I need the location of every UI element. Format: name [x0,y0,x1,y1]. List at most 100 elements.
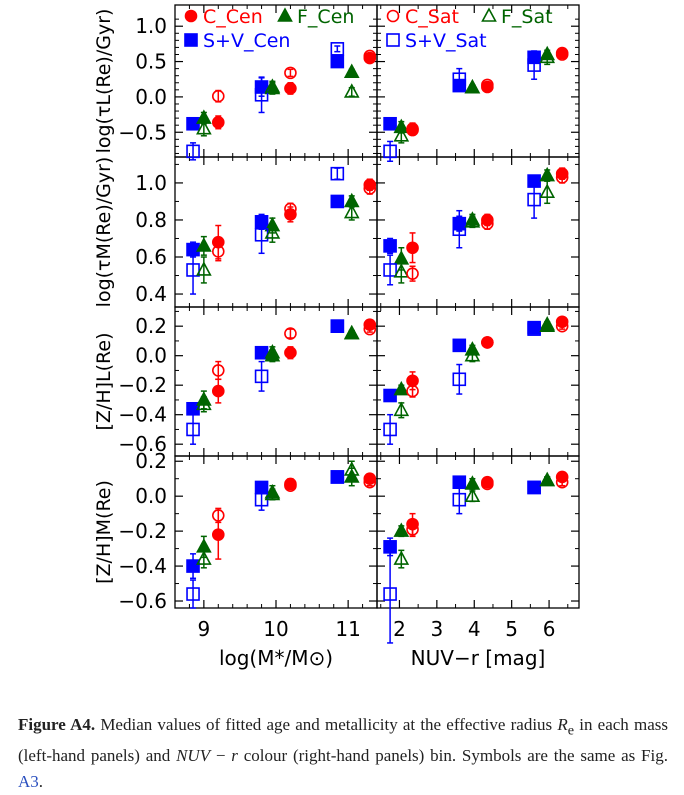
y-tick-label: −0.5 [118,120,167,144]
sat-square-marker [186,587,200,601]
sat-circle-marker [555,48,569,61]
y-tick-label: 0.4 [135,282,167,306]
sat-circle-marker [363,182,377,195]
sat-square-marker [186,144,200,159]
legend-f-cen-marker [277,7,293,22]
sat-triangle-marker [196,120,212,135]
caption-minus: − [210,746,232,766]
sat-square-marker [527,480,541,495]
figure-caption: Figure A4. Median values of fitted age a… [18,712,668,795]
y-axis-label-2: log(τM(Re)/Gyr) [93,157,115,308]
caption-nuv: NUV [176,746,211,766]
sat-square-marker [527,58,541,72]
sat-triangle-marker [393,127,410,142]
panel-r4-c2-frame [376,455,580,609]
sat-square-marker [452,222,467,237]
caption-radius-symbol: R [557,715,568,734]
x-tick-label: 2 [393,617,406,641]
caption-label: Figure A4. [18,715,96,734]
y-tick-label: 0.0 [135,484,167,508]
caption-text-a: Median values of fitted age and metallic… [95,715,558,734]
sat-square-marker [383,263,397,277]
y-tick-label: 0.0 [135,344,167,368]
x-tick-label: 5 [505,617,518,641]
sat-circle-marker [363,322,377,336]
legend-sv-cen-marker [184,33,198,47]
panel-grid [174,4,580,609]
sat-square-marker [186,263,200,277]
sat-circle-marker [555,171,569,184]
sat-triangle-marker [464,487,481,502]
cen-square-marker [254,345,269,360]
sat-square-marker [452,72,467,87]
sat-triangle-marker [343,203,360,219]
cen-circle-marker [211,528,225,541]
cen-circle-marker [284,82,297,95]
sat-circle-marker [555,475,569,489]
y-tick-label: 0.2 [135,449,167,473]
sat-triangle-marker [539,471,556,487]
sat-circle-marker [284,202,297,216]
sat-triangle-marker [343,83,360,98]
y-axis-label-3: [Z/H]L(Re) [93,333,115,431]
cen-triangle-marker [464,475,481,490]
caption-text-c: colour (right-hand panels) bin. Symbols … [237,746,668,766]
y-tick-label: 0.8 [135,208,167,232]
sat-triangle-marker [539,48,556,64]
sat-triangle-marker [343,461,360,476]
legend-f-sat-label: F_Sat [501,6,553,28]
sat-circle-marker [406,267,419,280]
sat-circle-marker [406,384,419,398]
cen-square-marker [383,388,397,403]
caption-end: . [38,772,44,792]
cen-triangle-marker [393,522,410,537]
cen-circle-marker [284,346,297,360]
cen-square-marker [330,194,345,209]
sat-triangle-marker [464,213,481,228]
sat-square-marker [383,587,397,601]
sat-circle-marker [363,49,377,63]
caption-figure-link[interactable]: A3 [18,772,39,792]
sat-triangle-marker [464,347,481,362]
legend-c-cen-label: C_Cen [203,6,263,28]
y-tick-label: −0.2 [118,519,167,543]
sat-circle-marker [284,327,297,340]
y-tick-label: 0.2 [135,314,167,338]
legend-sv-cen-label: S+V_Cen [203,30,290,52]
x-tick-label: 3 [430,617,443,641]
sat-triangle-marker [539,183,556,198]
y-tick-label: 1.0 [135,14,167,38]
sat-square-marker [186,422,200,437]
cen-square-marker [383,116,397,131]
cen-circle-marker [406,241,419,255]
cen-square-marker [452,338,467,353]
sat-triangle-marker [264,224,281,239]
sat-circle-marker [211,509,225,522]
figure-panels: 1.0 0.5 0.0 −0.5 1.0 0.8 0.6 0.4 0.2 0.0 −0.2 −0.4 −… [93,4,580,670]
legend-c-sat-marker [386,9,400,23]
x-tick-label: 10 [263,617,288,641]
y-tick-label: 0.5 [135,50,167,74]
sat-circle-marker [284,479,297,493]
sat-triangle-marker [264,485,281,501]
y-tick-label: 1.0 [135,171,167,195]
sat-square-marker [330,470,345,484]
x-axis-label-2: NUV−r [mag] [411,646,546,670]
panel-r3-c1-frame [174,306,378,457]
sat-triangle-marker [393,263,410,278]
legend-f-cen-label: F_Cen [297,6,354,28]
sat-square-marker [452,492,467,507]
y-axis-label-4: [Z/H]M(Re) [93,480,115,584]
caption-radius-subscript: e [567,722,575,739]
sat-circle-marker [284,66,297,80]
y-tick-label: −0.4 [118,554,167,578]
legend-c-sat-label: C_Sat [405,6,459,28]
cen-square-marker [383,239,397,253]
y-tick-label: −0.2 [118,373,167,397]
x-axis-label-1: log(M*/M⊙) [219,646,333,670]
legend: C_Cen F_Cen S+V_Cen C_Sat F_Sat S+V_Sat [184,6,553,52]
sat-triangle-marker [196,550,212,565]
sat-square-marker [383,422,397,437]
sat-circle-marker [481,477,494,491]
legend-c-cen-marker [184,9,198,23]
